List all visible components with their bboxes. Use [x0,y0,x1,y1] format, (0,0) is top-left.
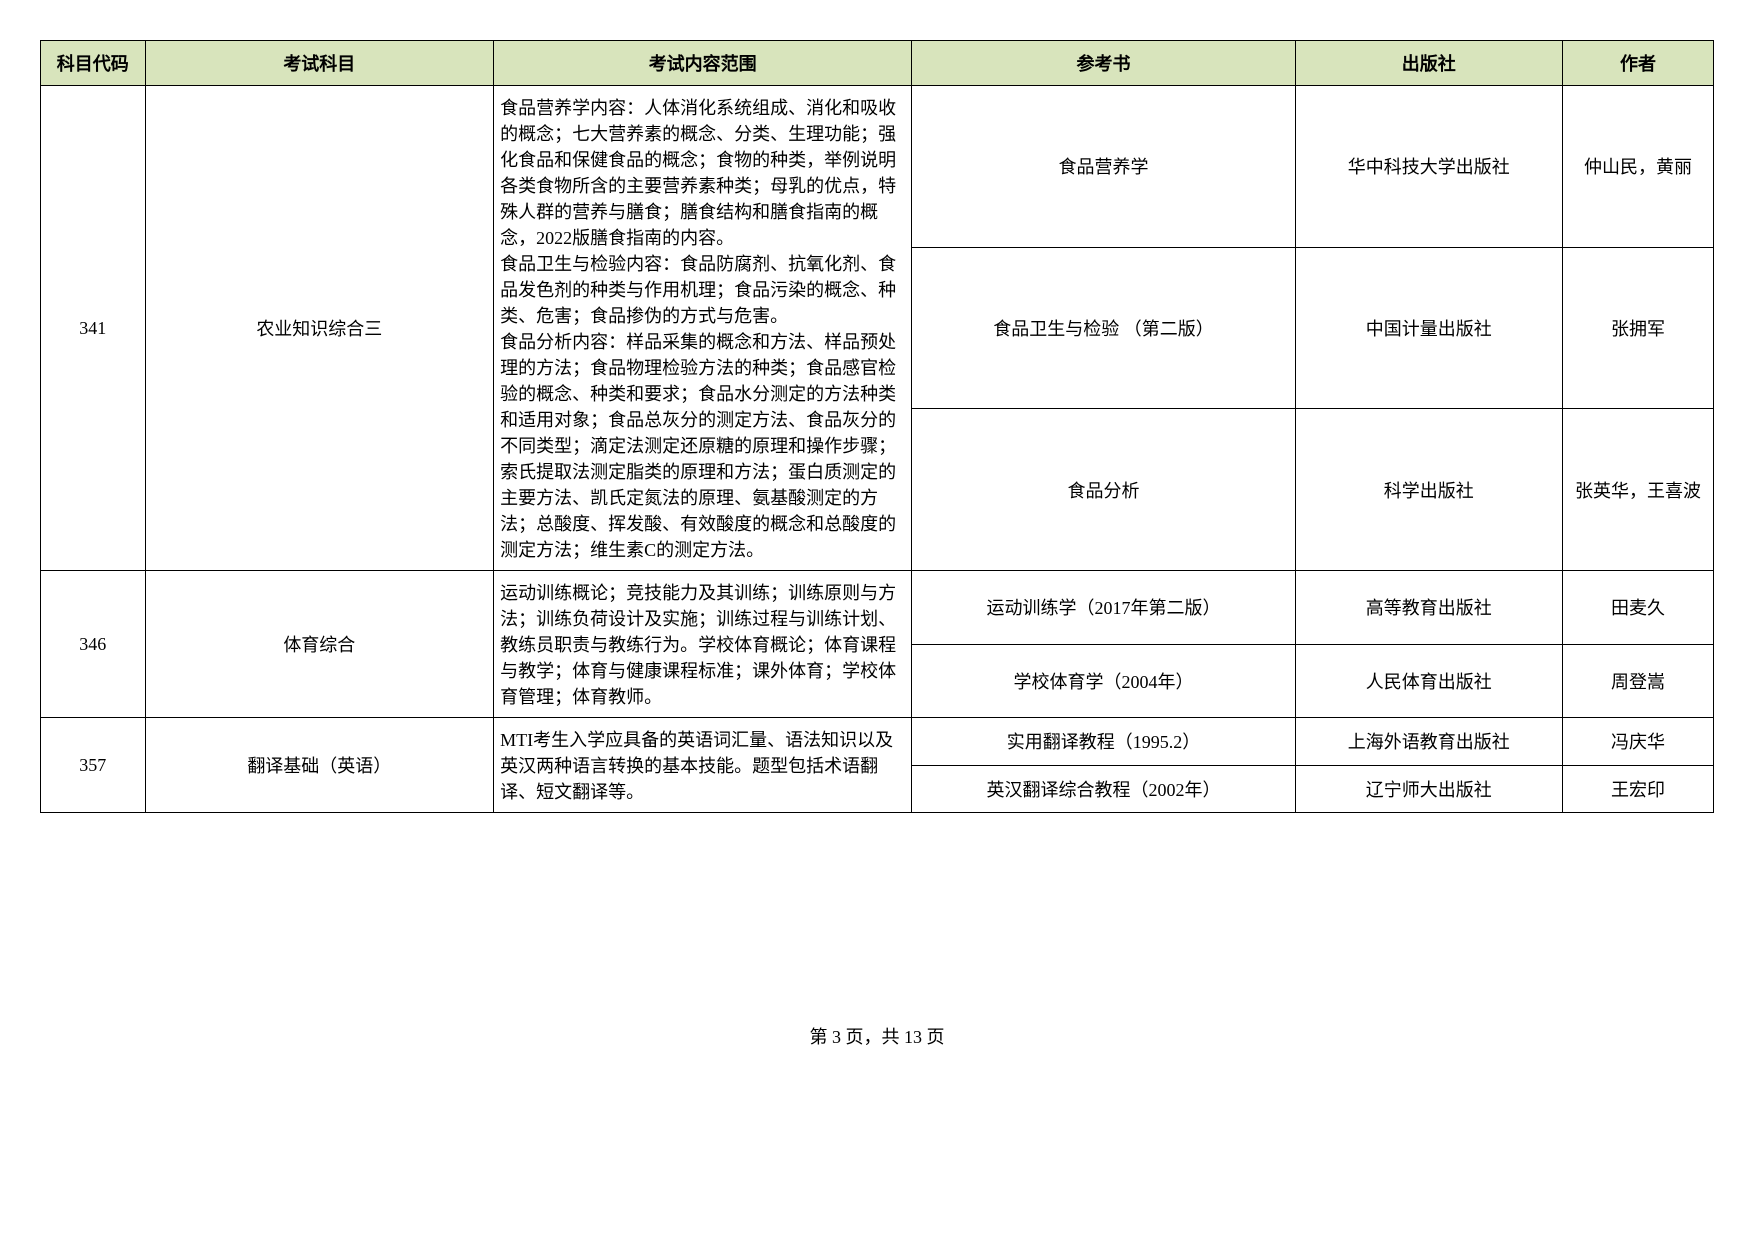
cell-publisher: 高等教育出版社 [1295,571,1562,645]
table-row: 357翻译基础（英语）MTI考生入学应具备的英语词汇量、语法知识以及英汉两种语言… [41,718,1714,766]
cell-author: 田麦久 [1562,571,1713,645]
cell-content: MTI考生入学应具备的英语词汇量、语法知识以及英汉两种语言转换的基本技能。题型包… [494,718,912,813]
cell-code: 357 [41,718,146,813]
cell-reference: 食品卫生与检验 （第二版） [912,247,1295,409]
page-indicator: 第 3 页，共 13 页 [40,1023,1714,1049]
cell-code: 341 [41,86,146,571]
cell-reference: 英汉翻译综合教程（2002年） [912,765,1295,813]
cell-reference: 食品营养学 [912,86,1295,248]
cell-reference: 实用翻译教程（1995.2） [912,718,1295,766]
cell-subject: 体育综合 [145,571,494,718]
cell-publisher: 科学出版社 [1295,409,1562,571]
cell-publisher: 中国计量出版社 [1295,247,1562,409]
cell-author: 周登嵩 [1562,644,1713,718]
cell-author: 王宏印 [1562,765,1713,813]
cell-author: 张英华，王喜波 [1562,409,1713,571]
cell-content: 运动训练概论；竞技能力及其训练；训练原则与方法；训练负荷设计及实施；训练过程与训… [494,571,912,718]
cell-publisher: 华中科技大学出版社 [1295,86,1562,248]
cell-code: 346 [41,571,146,718]
cell-publisher: 上海外语教育出版社 [1295,718,1562,766]
cell-author: 张拥军 [1562,247,1713,409]
cell-subject: 翻译基础（英语） [145,718,494,813]
table-header-row: 科目代码 考试科目 考试内容范围 参考书 出版社 作者 [41,41,1714,86]
cell-reference: 运动训练学（2017年第二版） [912,571,1295,645]
cell-author: 冯庆华 [1562,718,1713,766]
exam-subjects-table: 科目代码 考试科目 考试内容范围 参考书 出版社 作者 341农业知识综合三食品… [40,40,1714,813]
table-row: 341农业知识综合三食品营养学内容：人体消化系统组成、消化和吸收的概念；七大营养… [41,86,1714,248]
col-header-code: 科目代码 [41,41,146,86]
cell-content: 食品营养学内容：人体消化系统组成、消化和吸收的概念；七大营养素的概念、分类、生理… [494,86,912,571]
cell-reference: 学校体育学（2004年） [912,644,1295,718]
col-header-author: 作者 [1562,41,1713,86]
col-header-subject: 考试科目 [145,41,494,86]
table-row: 346体育综合运动训练概论；竞技能力及其训练；训练原则与方法；训练负荷设计及实施… [41,571,1714,645]
cell-subject: 农业知识综合三 [145,86,494,571]
col-header-reference: 参考书 [912,41,1295,86]
cell-publisher: 辽宁师大出版社 [1295,765,1562,813]
cell-publisher: 人民体育出版社 [1295,644,1562,718]
col-header-content: 考试内容范围 [494,41,912,86]
col-header-publisher: 出版社 [1295,41,1562,86]
table-body: 341农业知识综合三食品营养学内容：人体消化系统组成、消化和吸收的概念；七大营养… [41,86,1714,813]
cell-reference: 食品分析 [912,409,1295,571]
cell-author: 仲山民，黄丽 [1562,86,1713,248]
